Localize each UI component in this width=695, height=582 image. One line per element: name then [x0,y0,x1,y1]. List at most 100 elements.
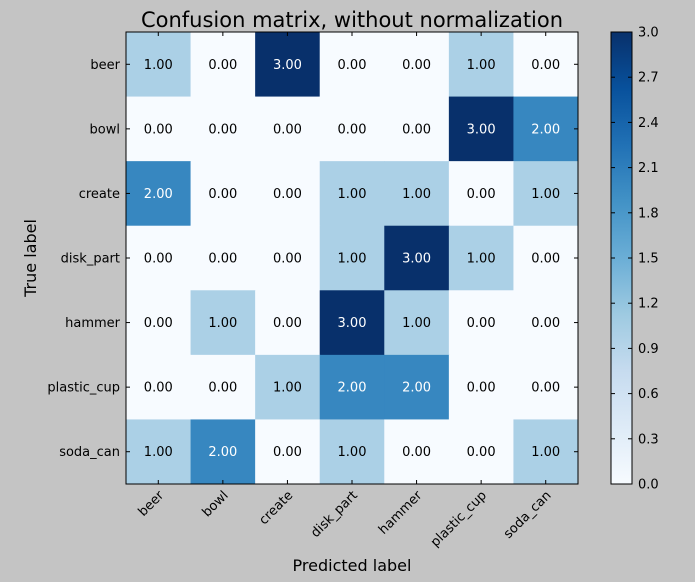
cell-value-label: 0.00 [531,381,560,396]
heatmap-cell [319,354,385,420]
heatmap-cell [384,290,450,356]
heatmap-cell [513,225,579,291]
heatmap-cell [126,225,192,291]
cell-value-label: 3.00 [402,252,431,267]
x-tick-label: plastic_cup [428,488,490,550]
colorbar-tick-label: 1.5 [638,252,659,267]
cell-value-label: 0.00 [467,316,496,331]
cell-value-label: 2.00 [531,122,560,137]
colorbar-tick-label: 2.4 [638,116,659,131]
y-tick-label: create [79,187,120,202]
x-tick-label: soda_can [501,488,555,542]
heatmap-cell [255,225,321,291]
heatmap-cell [319,161,385,227]
x-tick-label: disk_part [308,488,361,541]
heatmap-cell [319,419,385,485]
heatmap-cell [448,419,514,485]
colorbar: 0.0 0.3 0.6 0.9 1.2 1.5 1.8 2.1 2.4 2.7 3.0 [610,26,659,493]
cell-value-label: 3.00 [273,58,302,73]
cell-value-label: 1.00 [531,187,560,202]
heatmap-cell [255,419,321,485]
cell-value-label: 1.00 [273,381,302,396]
cell-value-label: 0.00 [144,122,173,137]
x-tick-label: hammer [376,488,426,538]
cell-value-label: 1.00 [144,58,173,73]
heatmap-cell [448,32,514,98]
colorbar-tick-label: 1.2 [638,297,659,312]
heatmap-cell [384,419,450,485]
heatmap-cell [126,290,192,356]
heatmap-cell [255,290,321,356]
heatmap-cell [255,32,321,98]
heatmap-cell [126,419,192,485]
heatmap-cell [384,161,450,227]
y-tick-label: soda_can [59,445,120,460]
cell-value-label: 0.00 [144,381,173,396]
cell-value-label: 1.00 [402,187,431,202]
heatmap-cell [126,354,192,420]
y-tick-label: disk_part [61,252,120,267]
heatmap-cell [384,354,450,420]
colorbar-tick-label: 0.9 [638,342,659,357]
cell-value-label: 1.00 [467,58,496,73]
cell-value-label: 1.00 [338,187,367,202]
cell-value-label: 0.00 [402,58,431,73]
colorbar-ticks: 0.0 0.3 0.6 0.9 1.2 1.5 1.8 2.1 2.4 2.7 3.0 [611,26,659,493]
heatmap-cell [513,290,579,356]
cell-value-label: 1.00 [338,252,367,267]
heatmap-cell [190,96,256,162]
cell-value-label: 0.00 [208,187,237,202]
cell-value-label: 1.00 [144,445,173,460]
heatmap-cell [513,96,579,162]
cell-value-label: 1.00 [402,316,431,331]
cell-value-label: 0.00 [273,252,302,267]
colorbar-tick-label: 1.8 [638,206,659,221]
cell-value-label: 0.00 [273,316,302,331]
colorbar-tick-label: 2.1 [638,161,659,176]
colorbar-tick-label: 0.0 [638,478,659,493]
cell-value-label: 0.00 [208,122,237,137]
heatmap-cell [319,225,385,291]
cell-value-label: 0.00 [531,58,560,73]
x-tick-label: bowl [200,488,232,520]
heatmap-cell [190,290,256,356]
heatmap-cell-labels: 1.00 0.00 3.00 0.00 0.00 1.00 0.00 0.00 0.00 0.00… [144,58,560,460]
heatmap-cell [513,419,579,485]
y-tick-label: bowl [90,122,120,137]
cell-value-label: 3.00 [338,316,367,331]
cell-value-label: 1.00 [531,445,560,460]
cell-value-label: 0.00 [144,252,173,267]
cell-value-label: 0.00 [467,381,496,396]
heatmap-cell [513,32,579,98]
cell-value-label: 1.00 [467,252,496,267]
cell-value-label: 0.00 [467,187,496,202]
x-axis-label: Predicted label [293,556,412,575]
heatmap-cell [513,161,579,227]
cell-value-label: 3.00 [467,122,496,137]
colorbar-tick-label: 2.7 [638,71,659,86]
heatmap-cell [255,161,321,227]
x-tick-label: beer [136,488,168,520]
heatmap-cell [255,354,321,420]
heatmap-cell [319,96,385,162]
cell-value-label: 0.00 [208,58,237,73]
heatmap-cell [190,419,256,485]
heatmap-cell [126,161,192,227]
cell-value-label: 0.00 [531,252,560,267]
cell-value-label: 0.00 [144,316,173,331]
cell-value-label: 0.00 [273,445,302,460]
cell-value-label: 2.00 [338,381,367,396]
heatmap-cell [126,96,192,162]
heatmap-cell [319,32,385,98]
heatmap-cell [448,290,514,356]
heatmap-cell [255,96,321,162]
cell-value-label: 0.00 [273,122,302,137]
cell-value-label: 2.00 [144,187,173,202]
cell-value-label: 1.00 [208,316,237,331]
cell-value-label: 0.00 [338,58,367,73]
heatmap-cell [190,225,256,291]
heatmap-cell [513,354,579,420]
heatmap-cell [448,354,514,420]
